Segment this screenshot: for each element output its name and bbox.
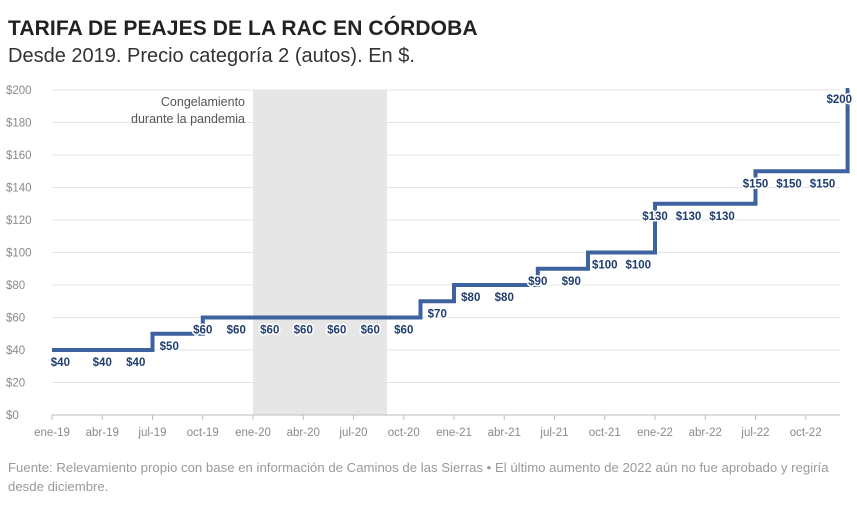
data-label: $150	[810, 178, 836, 190]
x-tick-label: jul-20	[338, 427, 367, 439]
chart-title: TARIFA DE PEAJES DE LA RAC EN CÓRDOBA	[8, 17, 478, 40]
data-label: $40	[51, 357, 70, 369]
x-tick-label: ene-19	[34, 427, 70, 439]
y-tick-label: $140	[6, 183, 32, 195]
data-label: $60	[361, 325, 380, 337]
x-tick-label: ene-21	[436, 427, 472, 439]
data-label: $40	[126, 357, 145, 369]
data-label: $200	[826, 94, 852, 106]
x-tick-label: abr-22	[689, 427, 722, 439]
data-label: $90	[528, 276, 547, 288]
x-tick-label: abr-21	[488, 427, 521, 439]
y-tick-label: $20	[6, 378, 25, 390]
x-tick-label: jul-19	[137, 427, 166, 439]
chart-subtitle: Desde 2019. Precio categoría 2 (autos). …	[8, 45, 415, 67]
pandemic-annotation-line: durante la pandemia	[131, 112, 245, 126]
y-tick-label: $160	[6, 150, 32, 162]
y-tick-label: $60	[6, 313, 25, 325]
x-tick-label: jul-22	[740, 427, 769, 439]
y-tick-label: $100	[6, 248, 32, 260]
data-label: $130	[709, 211, 735, 223]
data-label: $60	[193, 325, 212, 337]
y-tick-label: $80	[6, 280, 25, 292]
data-label: $50	[160, 341, 179, 353]
data-label: $60	[260, 325, 279, 337]
x-tick-label: oct-22	[790, 427, 822, 439]
data-label: $150	[776, 178, 802, 190]
x-tick-label: abr-20	[287, 427, 320, 439]
data-label: $60	[327, 325, 346, 337]
data-label: $60	[394, 325, 413, 337]
data-label: $150	[743, 178, 769, 190]
x-tick-label: oct-19	[187, 427, 219, 439]
x-tick-label: oct-21	[589, 427, 621, 439]
data-label: $90	[562, 276, 581, 288]
y-tick-label: $200	[6, 85, 32, 97]
pandemic-annotation-line: Congelamiento	[161, 95, 245, 109]
data-label: $130	[676, 211, 702, 223]
y-tick-label: $40	[6, 345, 25, 357]
step-line-chart: $0 $20 $40 $60 $80 $100 $120 $140 $160 $180 $200 e…	[6, 85, 854, 439]
data-label: $40	[93, 357, 112, 369]
data-label: $80	[495, 292, 514, 304]
data-label: $100	[625, 260, 651, 272]
x-tick-label: ene-22	[637, 427, 673, 439]
x-tick-label: abr-19	[86, 427, 119, 439]
data-label: $60	[294, 325, 313, 337]
data-label: $80	[461, 292, 480, 304]
data-label: $130	[642, 211, 668, 223]
data-label: $70	[428, 308, 447, 320]
tariff-step-line	[52, 88, 850, 352]
y-tick-label: $120	[6, 215, 32, 227]
x-tick-label: oct-20	[388, 427, 420, 439]
data-label: $60	[227, 325, 246, 337]
x-tick-label: ene-20	[235, 427, 271, 439]
y-tick-label: $0	[6, 410, 19, 422]
y-tick-label: $180	[6, 118, 32, 130]
source-note: Fuente: Relevamiento propio con base en …	[8, 460, 829, 494]
x-tick-label: jul-21	[539, 427, 568, 439]
data-label: $100	[592, 260, 618, 272]
